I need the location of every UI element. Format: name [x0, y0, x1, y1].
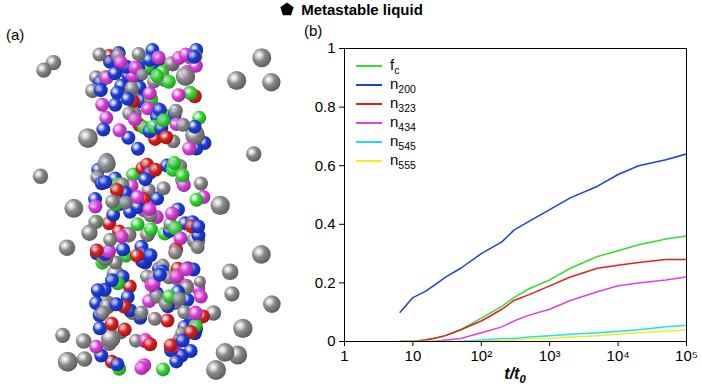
svg-text:10²: 10²	[470, 347, 492, 364]
svg-text:1: 1	[340, 347, 348, 364]
svg-text:1: 1	[327, 39, 335, 56]
html-text:(a): (a)	[6, 26, 25, 43]
svg-text:10⁴: 10⁴	[607, 347, 630, 364]
html-text:n555: n555	[390, 150, 416, 171]
html-text:Metastable liquid: Metastable liquid	[301, 1, 423, 18]
svg-text:10⁵: 10⁵	[675, 347, 698, 364]
html-text:fc: fc	[390, 55, 400, 76]
svg-text:0.6: 0.6	[315, 157, 336, 174]
html-text:n545: n545	[390, 131, 416, 152]
html-text:(b): (b)	[304, 22, 323, 39]
svg-text:0.2: 0.2	[315, 274, 336, 291]
html-text:n200: n200	[390, 74, 416, 95]
svg-text:10: 10	[405, 347, 422, 364]
svg-text:0.4: 0.4	[315, 215, 336, 232]
html-text:t/t0: t/t0	[504, 365, 526, 386]
svg-text:0: 0	[327, 332, 335, 349]
svg-text:10³: 10³	[539, 347, 561, 364]
html-text:n323: n323	[390, 93, 416, 114]
html-text:n434: n434	[390, 112, 416, 133]
svg-text:0.8: 0.8	[315, 98, 336, 115]
